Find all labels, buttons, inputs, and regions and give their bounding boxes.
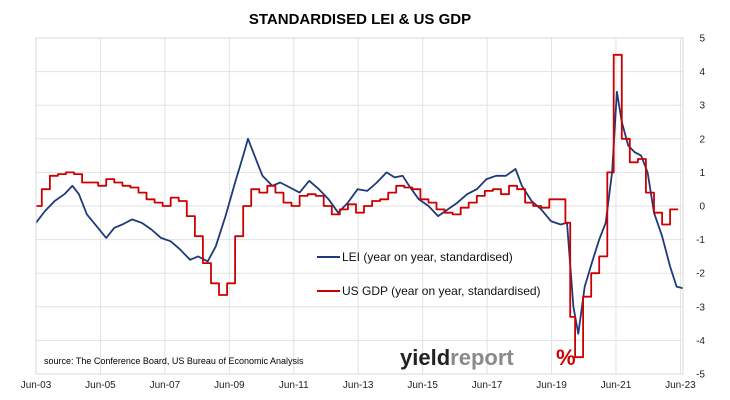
x-axis-ticks: Jun-03 Jun-05 Jun-07 Jun-09 Jun-11 Jun-13 Jun-… <box>21 380 696 391</box>
y-tick-label: -5 <box>696 370 705 381</box>
x-tick-label: Jun-17 <box>472 380 503 391</box>
y-tick-label: -1 <box>696 235 705 246</box>
brand-percent: % <box>556 345 576 370</box>
x-tick-label: Jun-19 <box>536 380 567 391</box>
x-tick-label: Jun-23 <box>665 380 696 391</box>
brand-logo: yieldreport % <box>400 345 576 370</box>
y-tick-label: -4 <box>696 336 705 347</box>
y-tick-label: 0 <box>699 202 705 213</box>
legend-label-lei: LEI (year on year, standardised) <box>342 250 513 264</box>
x-tick-label: Jun-07 <box>150 380 181 391</box>
y-axis-ticks: 5 4 3 2 1 0 -1 -2 -3 -4 -5 <box>696 34 705 381</box>
brand-report: report <box>450 345 514 370</box>
y-tick-label: 2 <box>699 134 705 145</box>
y-tick-label: 1 <box>699 168 705 179</box>
y-tick-label: 4 <box>699 67 705 78</box>
x-tick-label: Jun-15 <box>407 380 438 391</box>
x-tick-label: Jun-13 <box>343 380 374 391</box>
chart-title: STANDARDISED LEI & US GDP <box>249 11 471 28</box>
x-tick-label: Jun-09 <box>214 380 245 391</box>
plot-border <box>35 37 684 375</box>
y-tick-label: 5 <box>699 34 705 45</box>
brand-yield: yield <box>400 345 450 370</box>
lei-series-line <box>35 90 684 335</box>
y-tick-label: 3 <box>699 101 705 112</box>
x-tick-label: Jun-05 <box>85 380 116 391</box>
x-tick-label: Jun-03 <box>21 380 52 391</box>
legend: LEI (year on year, standardised) US GDP … <box>317 250 541 298</box>
gdp-series-line <box>36 53 679 359</box>
x-tick-label: Jun-21 <box>601 380 632 391</box>
x-tick-label: Jun-11 <box>279 380 309 391</box>
y-tick-label: -3 <box>696 302 705 313</box>
source-note: source: The Conference Board, US Bureau … <box>44 356 304 366</box>
svg-text:yieldreport: yieldreport <box>400 345 514 370</box>
series-group <box>35 53 684 359</box>
legend-label-gdp: US GDP (year on year, standardised) <box>342 284 541 298</box>
y-tick-label: -2 <box>696 269 705 280</box>
